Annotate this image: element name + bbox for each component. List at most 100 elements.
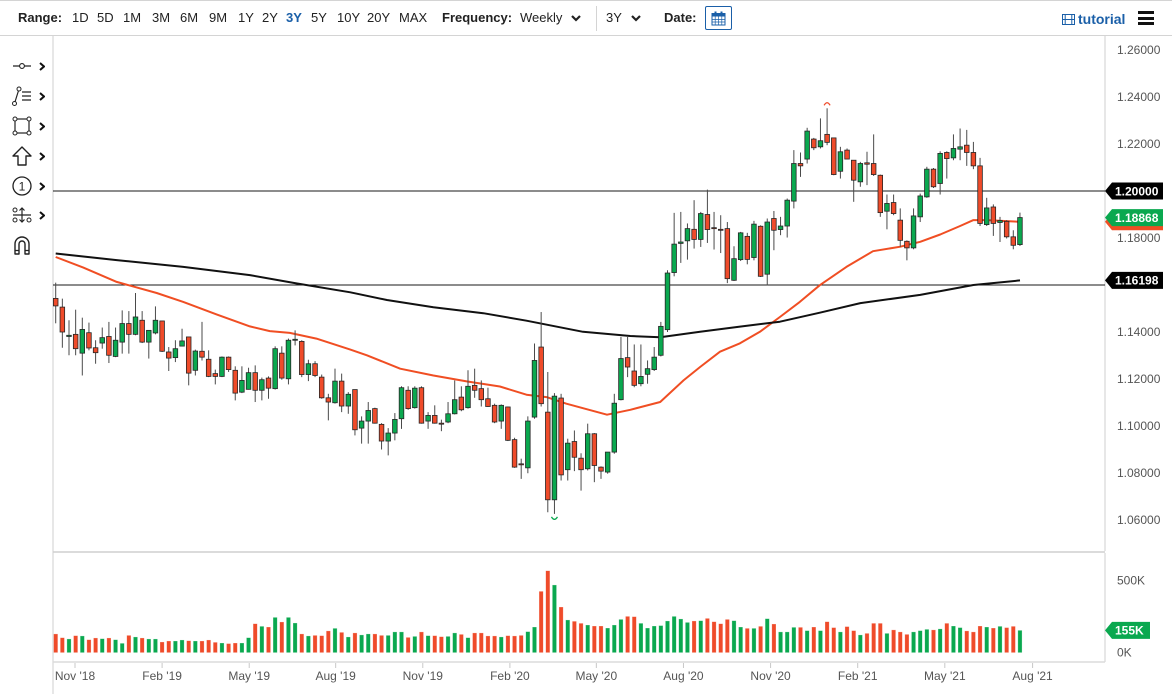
price-tick-label: 1.14000 [1117, 325, 1161, 339]
candle-body [172, 348, 179, 359]
candle-body [977, 165, 983, 224]
price-tick-label: 1.26000 [1117, 43, 1161, 57]
candlestick [79, 317, 85, 376]
high-marker-icon [823, 102, 831, 106]
horizontal-lines[interactable] [53, 190, 1105, 286]
chevron-right-icon[interactable] [39, 181, 45, 191]
shape-tool-button[interactable] [11, 114, 47, 138]
volume-bar [611, 624, 617, 653]
chevron-down-icon[interactable] [631, 15, 641, 22]
candle-body [365, 410, 371, 422]
frequency-select[interactable]: Weekly [520, 10, 563, 25]
chevron-right-icon[interactable] [39, 151, 45, 161]
candle-body [864, 162, 870, 165]
volume-bar [93, 637, 98, 653]
candlestick [784, 198, 790, 238]
magnet-tool-button[interactable] [11, 233, 47, 257]
arrow-tool-button[interactable] [11, 144, 47, 168]
chevron-right-icon[interactable] [39, 61, 45, 71]
volume-bar [305, 635, 311, 653]
range-20y-button[interactable]: 20Y [367, 10, 391, 25]
volume-bar [126, 635, 132, 653]
candle-body [458, 396, 465, 411]
date-picker-button[interactable] [705, 6, 732, 30]
candle-body [897, 219, 903, 241]
volume-bar [651, 625, 657, 653]
candlestick [338, 373, 345, 413]
hamburger-menu-icon[interactable] [1138, 11, 1154, 25]
volume-bar [86, 639, 92, 653]
volume-bar [119, 642, 125, 653]
candlestick [571, 430, 578, 472]
candles [53, 108, 1023, 514]
measure-tool-button[interactable] [11, 203, 47, 227]
candlestick [924, 166, 930, 198]
candlestick [152, 306, 159, 335]
candle-body [671, 243, 677, 273]
candle-body [485, 398, 491, 407]
candle-body [112, 339, 119, 357]
candle-body [438, 422, 445, 425]
volume-bar [113, 639, 118, 653]
candlestick [1017, 212, 1023, 246]
chevron-right-icon[interactable] [39, 91, 45, 101]
candle-body [525, 420, 531, 469]
volume-bar [1010, 625, 1016, 653]
volume-bar [312, 635, 318, 653]
volume-bar [319, 635, 325, 653]
chevron-down-icon[interactable] [571, 15, 581, 22]
chevron-right-icon[interactable] [39, 210, 45, 220]
range-9m-button[interactable]: 9M [209, 10, 228, 25]
candle-body [771, 218, 777, 231]
range-max-button[interactable]: MAX [399, 10, 428, 25]
candlestick [910, 208, 917, 250]
volume-bar [957, 627, 963, 653]
candle-body [984, 207, 990, 226]
range-2y-button[interactable]: 2Y [262, 10, 278, 25]
annotation-tool-button[interactable]: 1 [11, 174, 47, 198]
volume-bar [711, 621, 717, 653]
candlestick [831, 137, 837, 176]
range-5d-button[interactable]: 5D [97, 10, 114, 25]
candlestick [724, 222, 731, 284]
candle-body [784, 199, 790, 227]
period-select[interactable]: 3Y [606, 10, 622, 25]
price-axis[interactable]: 1.26000 1.24000 1.22000 1.18000 1.14000 1.120… [1117, 43, 1161, 527]
candlestick [445, 402, 451, 424]
candlestick [565, 438, 571, 481]
time-tick-label: May '19 [228, 669, 270, 683]
candle-body [312, 363, 318, 376]
range-1y-button[interactable]: 1Y [238, 10, 254, 25]
range-10y-button[interactable]: 10Y [337, 10, 361, 25]
horizontal-line-tool-button[interactable] [11, 54, 47, 78]
range-6m-button[interactable]: 6M [180, 10, 199, 25]
candle-body [611, 402, 617, 453]
menu-bar [1138, 16, 1154, 20]
chevron-right-icon[interactable] [39, 121, 45, 131]
candle-body [724, 228, 731, 280]
candlestick [997, 216, 1003, 242]
candle-body [691, 228, 697, 240]
range-1d-button[interactable]: 1D [72, 10, 89, 25]
chart-frame [52, 36, 1106, 694]
time-axis[interactable]: Nov '18 Feb '19 May '19 Aug '19 Nov '19 Feb '… [55, 663, 1053, 683]
candle-body [837, 151, 844, 172]
candle-body [698, 213, 704, 240]
candlestick [525, 416, 531, 474]
volume-bar [871, 622, 877, 653]
candlestick [345, 392, 351, 414]
volume-bar [485, 635, 491, 653]
tutorial-link[interactable]: tutorial [1062, 10, 1125, 28]
range-5y-button[interactable]: 5Y [311, 10, 327, 25]
candle-body [166, 351, 172, 359]
trendline-tool-button[interactable] [11, 84, 47, 108]
range-3m-button[interactable]: 3M [152, 10, 171, 25]
candlestick [451, 380, 458, 415]
range-1m-button[interactable]: 1M [123, 10, 142, 25]
candlestick [585, 423, 591, 471]
range-3y-button[interactable]: 3Y [286, 10, 302, 25]
candle-body [245, 372, 252, 390]
volume-bar [545, 570, 551, 653]
candle-body [126, 323, 132, 335]
